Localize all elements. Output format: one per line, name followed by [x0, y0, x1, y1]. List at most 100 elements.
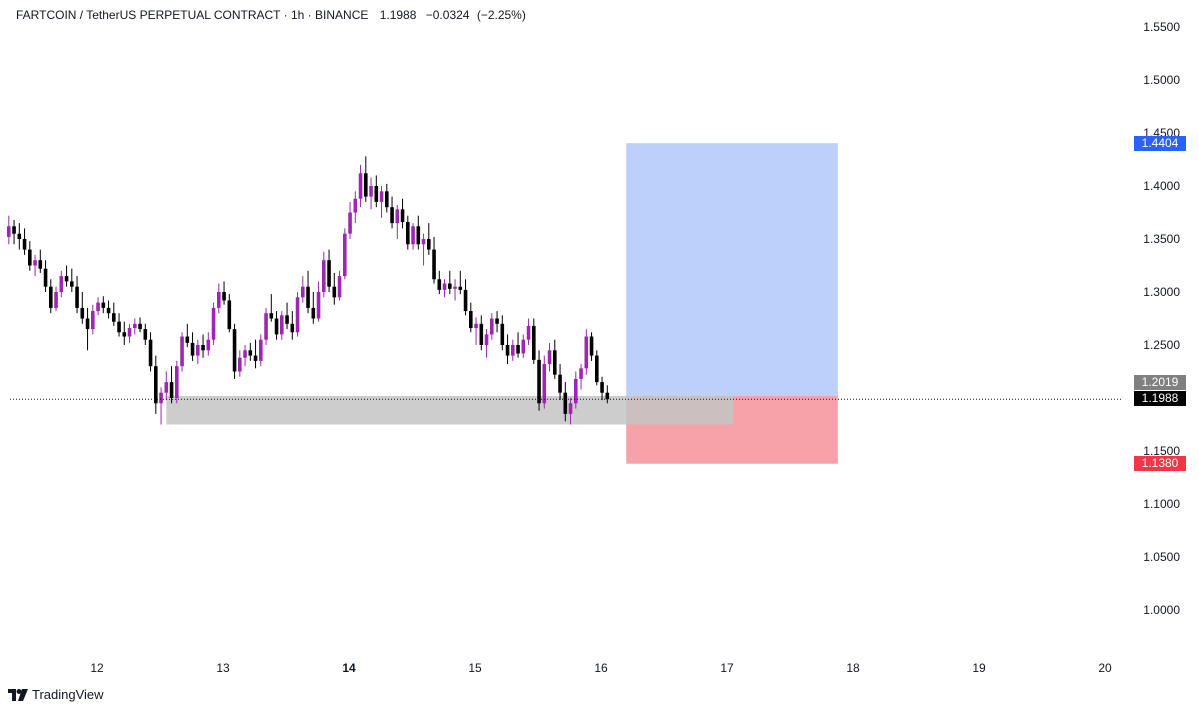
candle-body — [306, 286, 310, 308]
candle-body — [411, 226, 415, 245]
candle — [185, 323, 190, 348]
candle — [269, 294, 274, 322]
price-axis[interactable]: 1.55001.50001.45001.40001.35001.30001.25… — [1143, 20, 1180, 617]
candle-body — [238, 357, 242, 372]
candle — [448, 270, 452, 295]
candle-body — [353, 198, 358, 213]
candle-body — [133, 323, 137, 329]
candle-body — [605, 392, 610, 400]
candle-body — [80, 307, 85, 319]
candle-body — [43, 268, 48, 287]
candle-body — [432, 249, 436, 280]
time-tick-label: 16 — [594, 661, 608, 675]
time-axis[interactable]: 12 13 14 15 16 17 18 19 20 — [90, 661, 1112, 675]
candle — [112, 302, 116, 326]
chart-header: FARTCOIN / TetherUS PERPETUAL CONTRACT ·… — [16, 8, 526, 22]
candle-body — [91, 311, 95, 330]
candle — [106, 300, 111, 319]
entry-price-tag: 1.2019 — [1134, 375, 1186, 390]
candle — [364, 156, 368, 202]
candle-body — [568, 403, 573, 414]
candle-body — [579, 368, 583, 379]
candle-body — [563, 392, 568, 414]
candle-body — [484, 334, 489, 345]
candle — [164, 371, 169, 401]
candle-body — [201, 345, 205, 351]
candle — [537, 350, 541, 411]
brand-name: TradingView — [32, 687, 104, 702]
candle-body — [406, 222, 410, 245]
candle — [227, 294, 232, 333]
candle-body — [295, 297, 300, 333]
candle-body — [547, 350, 552, 365]
candle-body — [259, 339, 263, 361]
candle — [600, 376, 604, 401]
stop-price-tag: 1.1380 — [1134, 456, 1186, 471]
candle-body — [227, 300, 232, 330]
candle — [301, 276, 305, 303]
candle — [348, 201, 352, 239]
candle — [437, 270, 442, 295]
candle-body — [122, 332, 127, 337]
time-tick-label: 13 — [216, 661, 230, 675]
candle — [484, 329, 489, 358]
candle — [505, 334, 510, 365]
candle — [28, 241, 32, 271]
candle — [458, 270, 463, 295]
profit-zone — [626, 143, 838, 396]
candle — [127, 323, 132, 343]
candle-body — [22, 239, 27, 250]
candle — [500, 315, 505, 351]
candle — [526, 318, 531, 345]
candle-body — [264, 313, 268, 340]
candle-body — [106, 307, 111, 314]
candle-body — [96, 302, 100, 312]
candle — [469, 302, 473, 333]
symbol-title[interactable]: FARTCOIN / TetherUS PERPETUAL CONTRACT — [16, 8, 281, 22]
candle-body — [70, 281, 74, 287]
candle — [54, 286, 58, 312]
zones-layer — [166, 143, 838, 464]
candle-body — [600, 382, 604, 393]
candle — [427, 223, 431, 255]
candle — [238, 350, 242, 377]
candle-body — [427, 239, 431, 250]
tradingview-brand[interactable]: TradingView — [8, 687, 104, 702]
candle — [579, 364, 583, 390]
candle — [374, 175, 379, 208]
candle — [421, 233, 426, 266]
candle — [154, 355, 158, 414]
candle-body — [243, 350, 247, 358]
candle-body — [421, 239, 426, 245]
candle — [117, 313, 121, 337]
candle — [332, 272, 337, 305]
candle-body — [38, 260, 43, 269]
candle-body — [332, 286, 337, 298]
candle-body — [437, 279, 442, 290]
candle — [259, 334, 263, 367]
candle — [306, 270, 310, 314]
candle — [311, 292, 316, 324]
candle-body — [369, 186, 373, 197]
candle-body — [49, 286, 53, 308]
candle-body — [285, 315, 289, 324]
candle-body — [337, 276, 342, 298]
candle-body — [59, 276, 64, 292]
candle — [369, 177, 373, 210]
candle-body — [442, 283, 447, 290]
candle-body — [589, 336, 594, 356]
candle — [248, 342, 253, 361]
candle — [358, 164, 363, 208]
candle — [64, 265, 69, 287]
interval-label[interactable]: 1h — [290, 8, 305, 22]
time-tick-label: 12 — [90, 661, 104, 675]
candle-body — [12, 226, 16, 234]
target-price-tag: 1.4404 — [1134, 136, 1186, 151]
candle — [143, 323, 148, 345]
candle — [516, 332, 520, 358]
candle-body — [85, 318, 90, 330]
candle-body — [558, 374, 562, 393]
candle — [411, 223, 415, 250]
